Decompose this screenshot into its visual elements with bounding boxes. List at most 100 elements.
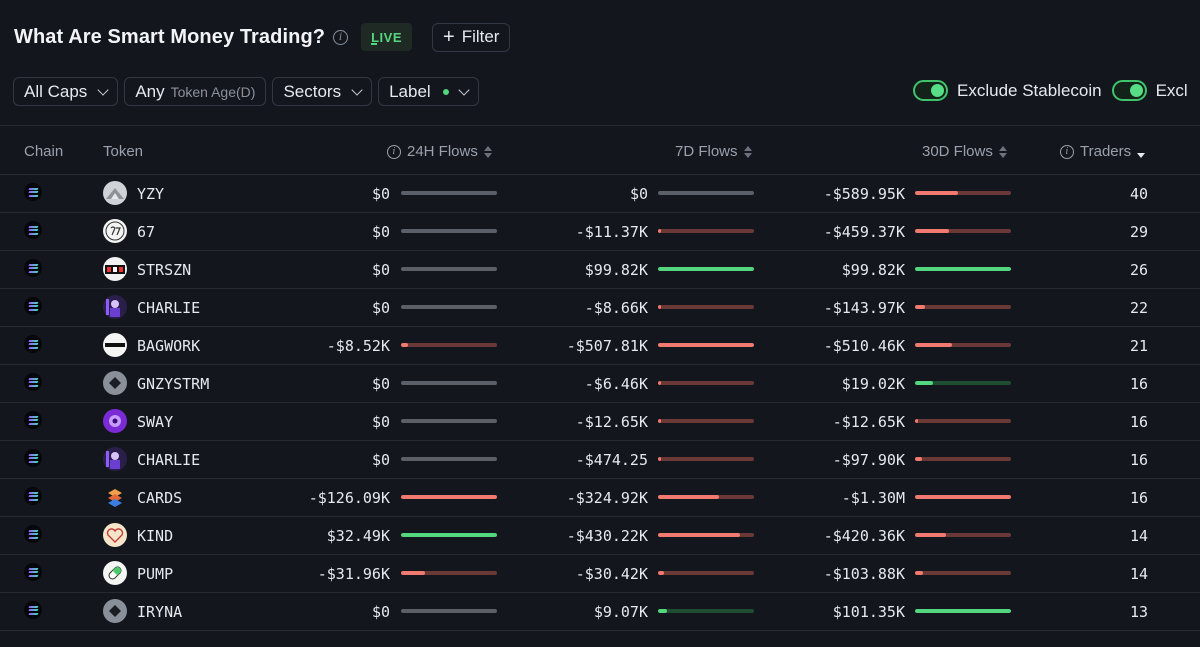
token-age-input[interactable]: Any Token Age(D) <box>124 77 267 106</box>
token-name[interactable]: SWAY <box>137 413 174 431</box>
token-name[interactable]: CARDS <box>137 489 183 507</box>
flow-7d-bar <box>658 457 754 461</box>
flow-7d-bar <box>658 533 754 537</box>
table-row[interactable]: CHARLIE $0 -$8.66K -$143.97K 22 <box>0 289 1200 327</box>
filter-button[interactable]: + Filter <box>432 22 511 52</box>
column-token-label: Token <box>103 143 144 160</box>
sort-desc-icon[interactable] <box>1137 146 1146 158</box>
flow-7d-bar-fill <box>658 381 661 385</box>
flow-7d-bar <box>658 571 754 575</box>
flow-30d-value: -$103.88K <box>823 565 905 583</box>
column-traders-label: Traders <box>1080 143 1132 160</box>
page-header: What Are Smart Money Trading? i LIVE + F… <box>14 22 511 52</box>
flow-24h-value: $0 <box>371 223 390 241</box>
table-row[interactable]: STRSZN $0 $99.82K $99.82K 26 <box>0 251 1200 289</box>
token-name[interactable]: CHARLIE <box>137 299 201 317</box>
sectors-dropdown[interactable]: Sectors <box>272 77 373 106</box>
token-name[interactable]: PUMP <box>137 565 174 583</box>
token-name[interactable]: BAGWORK <box>137 337 201 355</box>
token-name[interactable]: IRYNA <box>137 603 183 621</box>
token-name[interactable]: GNZYSTRM <box>137 375 210 393</box>
token-name[interactable]: STRSZN <box>137 261 192 279</box>
flow-24h-bar-fill <box>401 571 425 575</box>
toggle-group: Exclude Stablecoin Excl <box>913 80 1198 101</box>
column-30d-label: 30D Flows <box>922 143 993 160</box>
traders-count: 26 <box>1129 261 1148 279</box>
flow-7d-value: -$430.22K <box>566 527 648 545</box>
solana-icon <box>24 373 42 391</box>
divider <box>0 125 1200 126</box>
table-row[interactable]: YZY $0 $0 -$589.95K 40 <box>0 175 1200 213</box>
solana-icon <box>24 563 42 581</box>
flow-7d-bar-fill <box>658 419 661 423</box>
column-traders[interactable]: i Traders <box>1060 143 1146 160</box>
traders-count: 29 <box>1129 223 1148 241</box>
flow-7d-bar-fill <box>658 267 754 271</box>
caps-dropdown[interactable]: All Caps <box>13 77 119 106</box>
traders-count: 22 <box>1129 299 1148 317</box>
table-row[interactable]: CARDS -$126.09K -$324.92K -$1.30M 16 <box>0 479 1200 517</box>
table-row[interactable]: IRYNA $0 $9.07K $101.35K 13 <box>0 593 1200 631</box>
column-24h-label: 24H Flows <box>407 143 478 160</box>
table-row[interactable]: CHARLIE $0 -$474.25 -$97.90K 16 <box>0 441 1200 479</box>
flow-7d-bar <box>658 191 754 195</box>
traders-count: 16 <box>1129 375 1148 393</box>
flow-7d-bar-fill <box>658 495 719 499</box>
flow-24h-bar-fill <box>401 343 408 347</box>
exclude-stablecoin-toggle[interactable] <box>913 80 948 101</box>
token-name[interactable]: CHARLIE <box>137 451 201 469</box>
flow-7d-value: -$12.65K <box>575 413 648 431</box>
flow-7d-value: -$30.42K <box>575 565 648 583</box>
plus-icon: + <box>443 26 455 48</box>
flow-30d-bar-fill <box>915 343 952 347</box>
column-24h-flows[interactable]: i 24H Flows <box>387 143 492 160</box>
label-label: Label <box>389 81 431 101</box>
flow-24h-bar <box>401 495 497 499</box>
flow-7d-bar-fill <box>658 343 754 347</box>
token-name[interactable]: YZY <box>137 185 165 203</box>
token-name[interactable]: KIND <box>137 527 174 545</box>
bagwork-logo <box>103 333 127 357</box>
table-row[interactable]: GNZYSTRM $0 -$6.46K $19.02K 16 <box>0 365 1200 403</box>
info-icon[interactable]: i <box>387 144 401 159</box>
chevron-down-icon <box>97 83 109 96</box>
label-dropdown[interactable]: Label <box>378 77 479 106</box>
flow-7d-value: -$324.92K <box>566 489 648 507</box>
charlie-logo <box>103 447 127 471</box>
flow-24h-bar <box>401 267 497 271</box>
exclude-second-toggle[interactable] <box>1111 80 1147 101</box>
token-name[interactable]: 67 <box>137 223 156 241</box>
flow-30d-bar <box>915 533 1011 537</box>
flow-24h-value: -$8.52K <box>326 337 390 355</box>
flow-7d-value: -$507.81K <box>566 337 648 355</box>
sort-icon[interactable] <box>998 145 1007 158</box>
sort-icon[interactable] <box>483 145 492 158</box>
info-icon[interactable]: i <box>1060 144 1074 159</box>
flow-30d-bar <box>915 457 1011 461</box>
flow-30d-bar-fill <box>915 609 1011 613</box>
szn-logo <box>103 257 127 281</box>
table-row[interactable]: SWAY $0 -$12.65K -$12.65K 16 <box>0 403 1200 441</box>
flow-7d-bar <box>658 419 754 423</box>
flow-7d-bar-fill <box>658 457 661 461</box>
flow-30d-bar-fill <box>915 419 918 423</box>
chevron-down-icon <box>458 83 470 96</box>
solana-icon <box>24 297 42 315</box>
column-7d-flows[interactable]: 7D Flows <box>675 143 752 160</box>
solana-icon <box>24 601 42 619</box>
flow-24h-bar <box>401 533 497 537</box>
table-row[interactable]: KIND $32.49K -$430.22K -$420.36K 14 <box>0 517 1200 555</box>
flow-30d-value: -$97.90K <box>832 451 905 469</box>
active-dot-icon <box>442 88 449 95</box>
table-row[interactable]: PUMP -$31.96K -$30.42K -$103.88K 14 <box>0 555 1200 593</box>
sort-icon[interactable] <box>743 145 752 158</box>
table-row[interactable]: 67 $0 -$11.37K -$459.37K 29 <box>0 213 1200 251</box>
traders-count: 14 <box>1129 565 1148 583</box>
solana-icon <box>24 335 42 353</box>
table-row[interactable]: BAGWORK -$8.52K -$507.81K -$510.46K 21 <box>0 327 1200 365</box>
chevron-down-icon <box>351 83 363 96</box>
caps-label: All Caps <box>24 81 88 101</box>
info-icon[interactable]: i <box>333 29 349 45</box>
traders-count: 40 <box>1129 185 1148 203</box>
column-30d-flows[interactable]: 30D Flows <box>922 143 1007 160</box>
